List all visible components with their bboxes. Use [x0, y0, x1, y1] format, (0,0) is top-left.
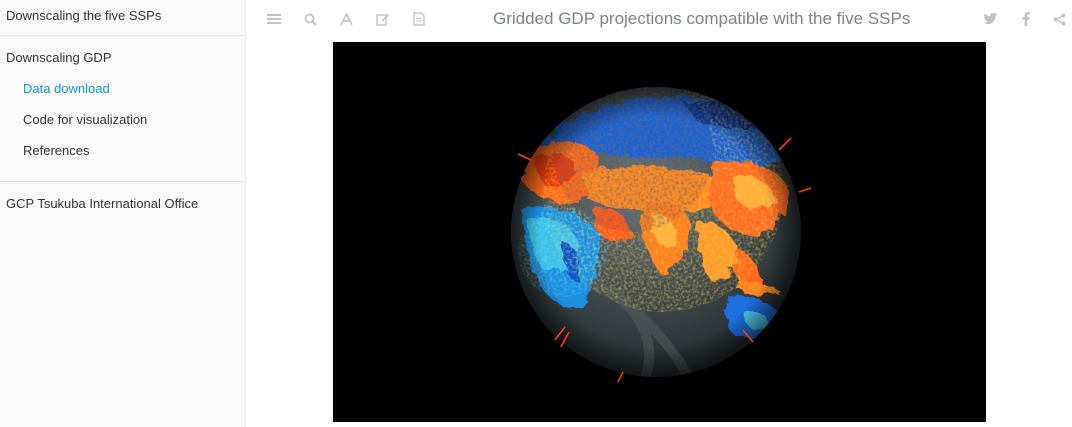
book-title[interactable]: Downscaling the five SSPs — [0, 0, 245, 36]
sidebar-item-data-download[interactable]: Data download — [23, 81, 110, 96]
share-icon[interactable] — [1051, 11, 1067, 27]
sidebar-nav: Downscaling GDP Data download Code for v… — [0, 36, 245, 227]
sidebar-divider — [0, 181, 245, 182]
facebook-icon[interactable] — [1018, 11, 1034, 27]
sidebar-item-code-for-visualization[interactable]: Code for visualization — [23, 112, 148, 127]
sidebar-item-gcp-tsukuba[interactable]: GCP Tsukuba International Office — [6, 196, 199, 211]
main-content — [247, 40, 1072, 427]
globe-visualization[interactable] — [333, 42, 986, 422]
sidebar-item-references[interactable]: References — [23, 143, 90, 158]
page-title: Gridded GDP projections compatible with … — [493, 9, 911, 28]
sidebar-item-downscaling-gdp[interactable]: Downscaling GDP — [6, 50, 112, 65]
sidebar: Downscaling the five SSPs Downscaling GD… — [0, 0, 246, 427]
edit-icon[interactable] — [375, 11, 391, 27]
pdf-icon[interactable] — [411, 11, 427, 27]
menu-icon[interactable] — [266, 11, 282, 27]
gdp-globe-image — [511, 87, 812, 383]
search-icon[interactable] — [302, 11, 318, 27]
twitter-icon[interactable] — [983, 11, 999, 27]
font-icon[interactable] — [338, 11, 354, 27]
top-toolbar: Gridded GDP projections compatible with … — [247, 0, 1072, 40]
